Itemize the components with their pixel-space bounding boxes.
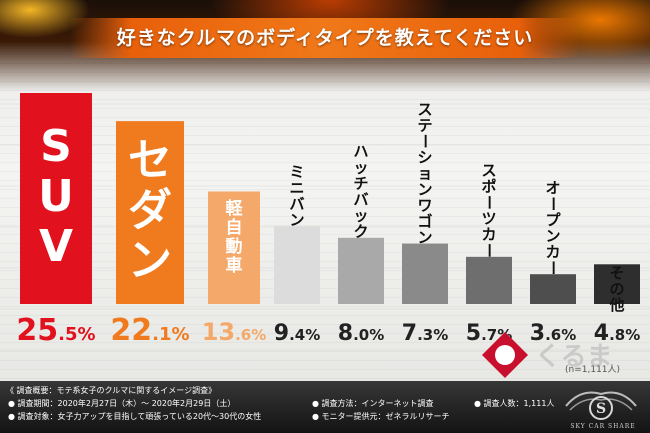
svg-text:ー: ー: [544, 260, 562, 275]
survey-info-panel: 《 調査概要：モテ系女子のクルマに関するイメージ調査》 ● 調査期間：2020年…: [0, 381, 650, 433]
sky-car-share-logo: S: [556, 386, 646, 432]
svg-text:ス: ス: [481, 162, 496, 180]
bar-8: [594, 264, 640, 304]
svg-text:動: 動: [226, 236, 243, 257]
value-label-7: 3.6%: [530, 321, 576, 346]
svg-text:ポ: ポ: [481, 178, 496, 196]
svg-text:ン: ン: [128, 235, 172, 286]
svg-text:V: V: [39, 221, 73, 272]
survey-summary: 《 調査概要：モテ系女子のクルマに関するイメージ調査》: [6, 386, 217, 395]
svg-text:他: 他: [608, 296, 624, 314]
svg-text:セ: セ: [128, 135, 172, 186]
svg-text:ミ: ミ: [289, 163, 304, 181]
svg-text:ツ: ツ: [481, 210, 496, 228]
bar-7: [530, 274, 576, 304]
svg-text:バ: バ: [289, 195, 304, 213]
kuruma-logo-badge: [480, 330, 530, 380]
svg-text:ン: ン: [289, 211, 304, 229]
svg-text:チ: チ: [353, 175, 368, 193]
svg-text:プ: プ: [545, 211, 561, 229]
title-band: [70, 18, 580, 58]
svg-text:ワ: ワ: [417, 196, 432, 214]
brand-name: SKY CAR SHARE: [570, 423, 636, 430]
svg-text:バ: バ: [353, 191, 368, 209]
bar-4: [338, 237, 384, 304]
svg-text:自: 自: [226, 217, 243, 238]
svg-text:ク: ク: [353, 223, 368, 241]
category-label-1: セダン: [128, 135, 172, 286]
chart-title: 好きなクルマのボディタイプを教えてください: [116, 27, 534, 49]
svg-text:ッ: ッ: [353, 207, 368, 225]
bar-3: [274, 226, 320, 304]
svg-text:ン: ン: [417, 228, 432, 246]
svg-text:軽: 軽: [226, 198, 244, 219]
svg-text:ン: ン: [417, 180, 432, 198]
value-label-1: 22.1%: [110, 313, 189, 348]
svg-text:ー: ー: [480, 195, 498, 210]
survey-method: ● 調査方法：インターネット調査: [312, 399, 434, 408]
value-label-8: 4.8%: [594, 321, 640, 346]
svg-text:カ: カ: [481, 226, 496, 244]
bar-2: [208, 191, 260, 304]
svg-text:S: S: [596, 401, 606, 417]
category-label-0: SUV: [38, 121, 74, 272]
value-label-5: 7.3%: [402, 321, 448, 346]
category-label-8: その他: [608, 264, 624, 314]
svg-text:の: の: [609, 280, 624, 298]
bar-6: [466, 256, 512, 304]
survey-target: ● 調査対象：女子力アップを目指して頑張っている20代～30代の女性: [8, 412, 262, 421]
svg-text:ン: ン: [545, 227, 560, 245]
bar-0: [20, 93, 92, 304]
value-label-0: 25.5%: [16, 313, 95, 348]
value-label-2: 13.6%: [202, 318, 267, 346]
survey-count: ● 調査人数：1,111人: [474, 399, 555, 408]
svg-text:ッ: ッ: [353, 159, 368, 177]
bar-5: [402, 243, 448, 304]
svg-text:ー: ー: [480, 243, 498, 258]
svg-text:ス: ス: [417, 100, 432, 118]
value-label-3: 9.4%: [274, 321, 320, 346]
survey-provider: ● モニター提供元：ゼネラルリサーチ: [312, 412, 450, 421]
value-label-4: 8.0%: [338, 321, 384, 346]
svg-text:そ: そ: [609, 264, 624, 282]
svg-text:ダ: ダ: [128, 185, 172, 236]
svg-text:車: 車: [226, 255, 243, 276]
svg-text:オ: オ: [545, 179, 560, 197]
svg-text:シ: シ: [417, 148, 432, 166]
svg-text:ョ: ョ: [417, 164, 432, 182]
survey-period: ● 調査期間：2020年2月27日（木）～ 2020年2月29日（土）: [8, 399, 236, 408]
svg-text:ハ: ハ: [353, 143, 368, 161]
bar-1: [116, 121, 184, 304]
svg-text:U: U: [38, 171, 74, 222]
svg-text:ー: ー: [416, 134, 434, 149]
svg-text:ー: ー: [544, 196, 562, 211]
kuruma-watermark: くるま: [535, 342, 613, 372]
sample-size-label: (n=1,111人): [565, 365, 621, 375]
svg-text:カ: カ: [545, 243, 560, 261]
svg-text:ニ: ニ: [289, 179, 304, 197]
svg-text:S: S: [40, 121, 72, 172]
svg-text:ゴ: ゴ: [417, 212, 432, 230]
svg-text:テ: テ: [417, 116, 432, 134]
